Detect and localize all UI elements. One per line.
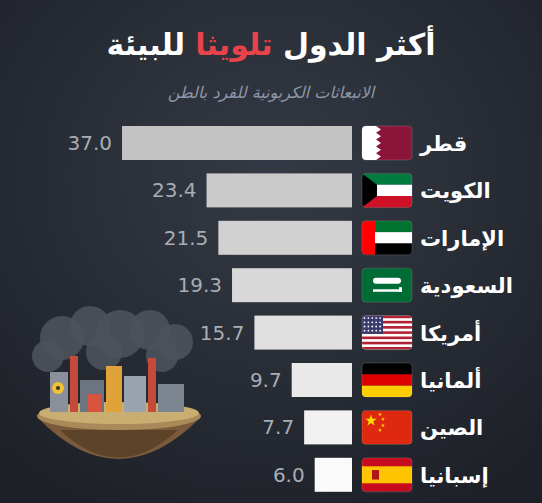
flag (362, 363, 412, 397)
title: أكثر الدول تلويثا للبيئة (106, 25, 435, 63)
data-label: 23.4 (152, 178, 197, 202)
flag (362, 268, 412, 302)
plot-area (122, 126, 352, 492)
category-label: إسبانيا (420, 464, 489, 488)
category-label: الكويت (420, 179, 491, 203)
background (0, 0, 542, 503)
bar (254, 316, 352, 350)
category-label: السعودية (420, 274, 513, 298)
category-label: الإمارات (420, 227, 504, 251)
flag (362, 173, 412, 207)
data-label: 9.7 (250, 368, 282, 392)
bar (304, 410, 352, 444)
data-label: 21.5 (164, 226, 209, 250)
flag (362, 221, 412, 255)
bar (232, 268, 352, 302)
chart: أكثر الدول تلويثا للبيئة الانبعاثات الكرب… (0, 0, 542, 503)
flag (362, 410, 412, 444)
illustration (32, 306, 201, 459)
data-label: 37.0 (67, 131, 112, 155)
bar (207, 173, 352, 207)
bar (292, 363, 352, 397)
flag (362, 316, 412, 350)
data-label: 7.7 (262, 415, 294, 439)
labels: 37.0 قطر 23.4 الكويت 21.5 الإمارات 19.3 السعودي… (67, 126, 512, 492)
category-label: أمريكا (420, 319, 481, 346)
bar (315, 458, 352, 492)
category-label: الصين (420, 416, 483, 440)
subtitle: الانبعاثات الكربونية للفرد بالطن (168, 83, 376, 102)
category-label: ألمانيا (420, 366, 481, 393)
data-label: 15.7 (200, 321, 245, 345)
category-label: قطر (419, 132, 467, 156)
data-label: 19.3 (177, 273, 222, 297)
flag (362, 126, 412, 160)
bar (218, 221, 352, 255)
bar (122, 126, 352, 160)
data-label: 6.0 (273, 463, 305, 487)
flag (362, 458, 412, 492)
chart-root: أكثر الدول تلويثا للبيئة الانبعاثات الكرب… (0, 0, 542, 503)
